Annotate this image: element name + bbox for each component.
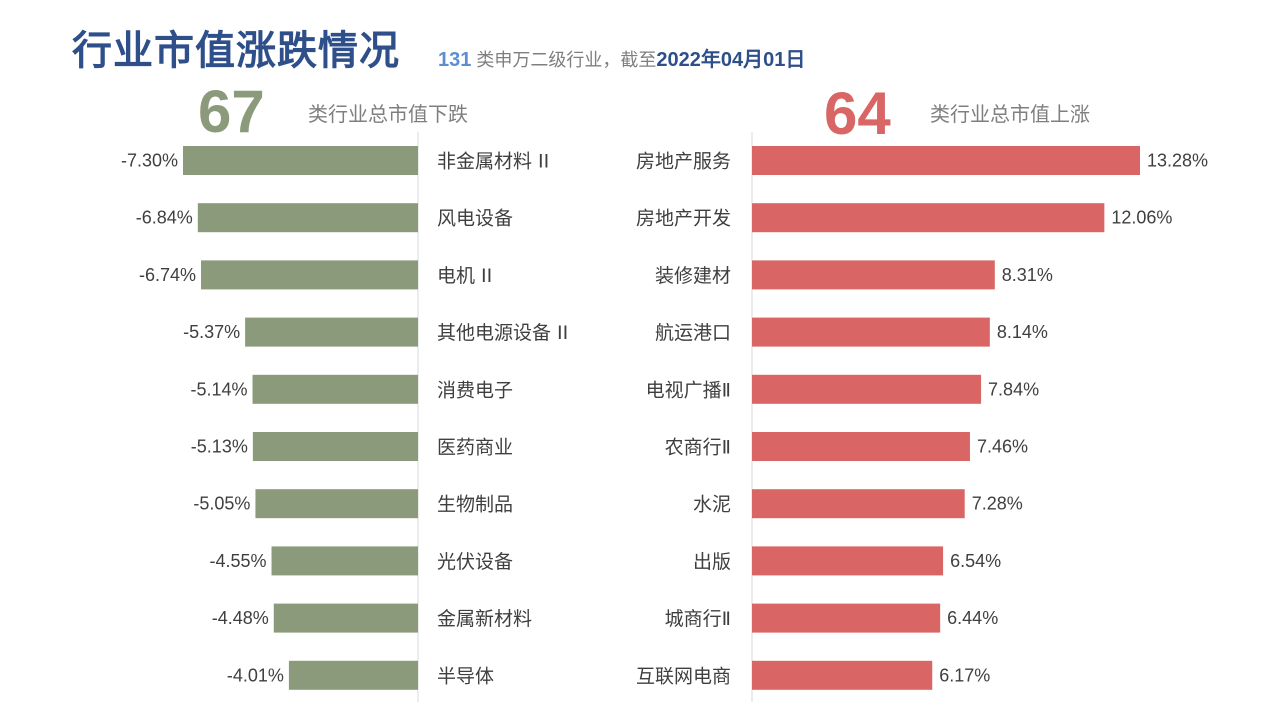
decline-bar bbox=[245, 317, 418, 347]
decline-value-label: -5.13% bbox=[191, 437, 248, 457]
rise-category-label: 互联网电商 bbox=[636, 665, 731, 687]
subtitle-text: 类申万二级行业，截至 bbox=[471, 50, 657, 70]
rise-value-label: 8.14% bbox=[997, 322, 1048, 342]
decline-bar bbox=[252, 374, 418, 404]
rise-category-label: 农商行Ⅱ bbox=[665, 437, 731, 459]
decline-category-label: 光伏设备 bbox=[437, 551, 513, 573]
down-label: 类行业总市值下跌 bbox=[308, 104, 468, 126]
down-count: 67 bbox=[198, 78, 265, 145]
rise-value-label: 12.06% bbox=[1111, 208, 1172, 228]
decline-bar bbox=[197, 203, 418, 233]
decline-category-label: 消费电子 bbox=[437, 379, 513, 401]
rise-bar bbox=[752, 146, 1140, 175]
rise-bar bbox=[752, 432, 970, 461]
rise-category-label: 城商行Ⅱ bbox=[665, 608, 731, 630]
rise-value-label: 7.84% bbox=[988, 379, 1039, 399]
decline-category-label: 金属新材料 bbox=[437, 608, 532, 630]
rise-value-label: 8.31% bbox=[1002, 265, 1053, 285]
decline-category-label: 半导体 bbox=[437, 665, 494, 687]
up-label: 类行业总市值上涨 bbox=[930, 104, 1090, 126]
rise-bar bbox=[752, 660, 933, 690]
decline-bar bbox=[288, 660, 418, 690]
decline-bar bbox=[201, 260, 418, 290]
decline-bar bbox=[255, 489, 418, 519]
rise-value-label: 13.28% bbox=[1147, 151, 1208, 171]
decline-category-label: 电机 II bbox=[437, 265, 492, 287]
up-count: 64 bbox=[824, 80, 891, 147]
decline-value-label: -5.14% bbox=[190, 379, 247, 399]
decline-value-label: -5.05% bbox=[193, 494, 250, 514]
decline-value-label: -7.30% bbox=[121, 151, 178, 171]
rise-value-label: 7.46% bbox=[977, 437, 1028, 457]
decline-category-label: 医药商业 bbox=[437, 437, 513, 459]
rise-category-label: 水泥 bbox=[693, 494, 731, 516]
decline-bar bbox=[252, 432, 418, 461]
rise-bar bbox=[752, 546, 944, 576]
decline-bar bbox=[271, 546, 418, 576]
rise-category-label: 房地产开发 bbox=[636, 208, 731, 230]
as-of-date: 2022年04月01日 bbox=[656, 49, 806, 71]
decline-bar-chart: -7.30% 非金属材料 II -6.84% 风电设备 -6.74% 电机 II -5.37… bbox=[121, 132, 568, 702]
rise-value-label: 7.28% bbox=[972, 494, 1023, 514]
decline-value-label: -4.48% bbox=[212, 608, 269, 628]
decline-value-label: -4.55% bbox=[209, 551, 266, 571]
rise-bar bbox=[752, 260, 995, 290]
rise-category-label: 出版 bbox=[693, 551, 731, 573]
rise-category-label: 装修建材 bbox=[655, 265, 731, 287]
decline-value-label: -6.74% bbox=[139, 265, 196, 285]
rise-value-label: 6.44% bbox=[947, 608, 998, 628]
rise-bar bbox=[752, 203, 1105, 233]
decline-category-label: 风电设备 bbox=[437, 208, 513, 230]
decline-value-label: -4.01% bbox=[227, 665, 284, 685]
rise-value-label: 6.54% bbox=[950, 551, 1001, 571]
decline-value-label: -5.37% bbox=[183, 322, 240, 342]
rise-category-label: 房地产服务 bbox=[636, 151, 731, 173]
rise-bar bbox=[752, 374, 982, 404]
rise-bar bbox=[752, 317, 990, 347]
rise-bar-chart: 13.28% 房地产服务 12.06% 房地产开发 8.31% 装修建材 8.14% 航运港口… bbox=[636, 132, 1208, 702]
rise-category-label: 电视广播Ⅱ bbox=[646, 379, 731, 401]
page-subtitle: 131 类申万二级行业，截至2022年04月01日 bbox=[438, 43, 805, 72]
rise-bar bbox=[752, 489, 965, 519]
decline-category-label: 生物制品 bbox=[437, 494, 513, 516]
decline-category-label: 非金属材料 II bbox=[437, 151, 549, 173]
rise-bar bbox=[752, 603, 941, 633]
rise-value-label: 6.17% bbox=[939, 665, 990, 685]
rise-category-label: 航运港口 bbox=[655, 322, 731, 344]
decline-bar bbox=[183, 146, 418, 175]
industry-count: 131 bbox=[438, 49, 472, 71]
page-title: 行业市值涨跌情况 bbox=[72, 28, 400, 74]
decline-value-label: -6.84% bbox=[136, 208, 193, 228]
decline-bar bbox=[273, 603, 418, 633]
decline-category-label: 其他电源设备 II bbox=[437, 322, 568, 344]
